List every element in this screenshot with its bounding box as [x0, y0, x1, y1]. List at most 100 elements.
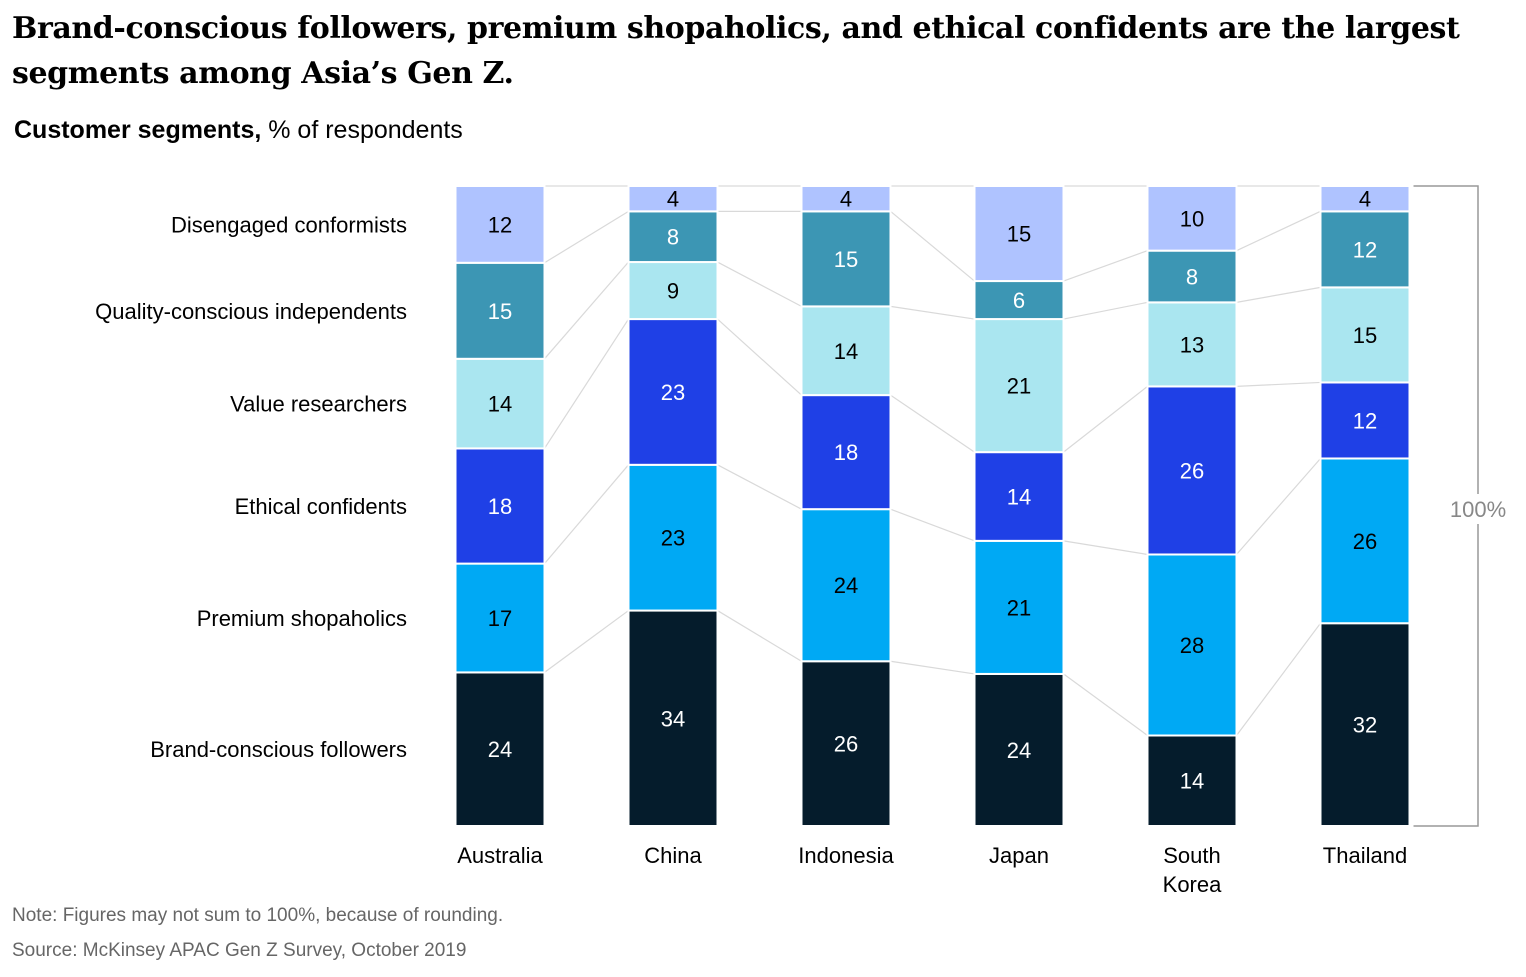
bar-china-quality: [627, 210, 719, 264]
bar-japan-premium: [973, 539, 1065, 675]
bar-china-ethical: [627, 318, 719, 466]
connector-line: [1063, 301, 1148, 320]
connector-line: [1236, 622, 1321, 736]
connector-line: [890, 305, 975, 320]
bar-indonesia-disengaged: [800, 185, 892, 213]
data-label: 4: [840, 187, 852, 212]
data-label: 12: [1353, 237, 1377, 262]
data-label: 6: [1013, 288, 1025, 313]
chart-note: Note: Figures may not sum to 100%, becau…: [12, 905, 504, 926]
bar-thailand-ethical: [1319, 381, 1411, 460]
data-label: 14: [1007, 484, 1031, 509]
connector-line: [544, 261, 629, 360]
data-label: 24: [1007, 738, 1031, 763]
category-label-australia: Australia: [457, 843, 543, 868]
bar-australia-premium: [454, 562, 546, 674]
data-label: 8: [667, 225, 679, 250]
data-label: 4: [1359, 187, 1371, 212]
subtitle-rest: % of respondents: [261, 116, 463, 144]
connector-line: [1236, 458, 1321, 555]
connector-line: [890, 508, 975, 542]
connector-line: [1063, 540, 1148, 556]
subtitle-bold: Customer segments,: [14, 116, 262, 144]
bar-thailand-brand_conscious: [1319, 622, 1411, 827]
bar-japan-quality: [973, 280, 1065, 321]
connector-lines: [543, 185, 1321, 736]
bar-japan-disengaged: [973, 185, 1065, 283]
series-label-ethical: Ethical confidents: [235, 494, 407, 519]
category-label-china: China: [644, 843, 702, 868]
bar-indonesia-brand_conscious: [800, 660, 892, 827]
data-label: 26: [834, 732, 858, 757]
bar-australia-disengaged: [454, 185, 546, 264]
data-label: 18: [488, 494, 512, 519]
connector-line: [890, 210, 975, 282]
data-label: 18: [834, 440, 858, 465]
connector-line: [890, 660, 975, 675]
category-label-japan: Japan: [989, 843, 1049, 868]
bar-indonesia-quality: [800, 210, 892, 308]
bars: 24 17 18 14 15 12 34 23 23 9 8 4 26 24 18 14 15 4 24 21 14 21…: [454, 185, 1411, 828]
bar-south-korea-quality: [1146, 249, 1238, 304]
data-label: 15: [1007, 222, 1031, 247]
series-labels: Brand-conscious followers Premium shopaho…: [95, 212, 407, 762]
data-label: 15: [834, 247, 858, 272]
connector-line: [1236, 286, 1321, 303]
category-label-thailand: Thailand: [1323, 843, 1407, 868]
data-label: 14: [1180, 769, 1204, 794]
chart-subtitle: Customer segments, % of respondents: [14, 116, 463, 145]
bar-south-korea-premium: [1146, 553, 1238, 737]
bar-china-disengaged: [627, 185, 719, 213]
series-label-value: Value researchers: [230, 392, 407, 417]
data-label: 12: [1353, 408, 1377, 433]
bar-thailand-quality: [1319, 210, 1411, 289]
data-label: 21: [1007, 374, 1031, 399]
series-label-premium: Premium shopaholics: [197, 606, 407, 631]
data-label: 14: [488, 392, 512, 417]
connector-line: [543, 318, 630, 449]
bar-china-brand_conscious: [627, 609, 719, 827]
bar-south-korea-value: [1146, 301, 1238, 388]
bar-japan-value: [973, 318, 1065, 454]
connector-line: [544, 464, 629, 564]
bar-indonesia-ethical: [800, 394, 892, 511]
connector-line: [1236, 381, 1321, 388]
data-label: 26: [1353, 529, 1377, 554]
bar-china-premium: [627, 463, 719, 612]
data-label: 10: [1180, 206, 1204, 231]
connector-line: [544, 210, 629, 264]
connector-line: [890, 394, 975, 453]
data-label: 12: [488, 212, 512, 237]
connector-line: [1063, 250, 1148, 282]
series-label-disengaged: Disengaged conformists: [171, 212, 407, 237]
chart-source: Source: McKinsey APAC Gen Z Survey, Octo…: [12, 940, 467, 961]
connector-line: [1063, 385, 1148, 453]
data-label: 23: [661, 526, 685, 551]
data-label: 34: [661, 706, 685, 731]
bar-china-value: [627, 261, 719, 321]
data-label: 28: [1180, 633, 1204, 658]
total-label-bg: [1446, 494, 1510, 524]
connector-line: [717, 261, 802, 307]
bar-south-korea-disengaged: [1146, 185, 1238, 252]
total-label: 100%: [1450, 497, 1506, 522]
data-label: 14: [834, 339, 858, 364]
data-label: 15: [1353, 323, 1377, 348]
bar-south-korea-brand_conscious: [1146, 734, 1238, 827]
chart-title: Brand-conscious followers, premium shopa…: [12, 11, 1460, 91]
bar-australia-value: [454, 357, 546, 450]
data-label: 21: [1007, 595, 1031, 620]
data-label: 13: [1180, 332, 1204, 357]
series-label-brand_conscious: Brand-conscious followers: [150, 737, 407, 762]
bar-japan-brand_conscious: [973, 672, 1065, 827]
data-label: 4: [667, 187, 679, 212]
data-label: 17: [488, 606, 512, 631]
category-label-south-korea: South Korea: [1163, 843, 1222, 897]
connector-line: [544, 610, 629, 673]
category-label-indonesia: Indonesia: [798, 843, 894, 868]
series-label-quality: Quality-conscious independents: [95, 299, 407, 324]
connector-line: [717, 464, 802, 510]
connector-line: [717, 318, 802, 396]
data-label: 24: [488, 737, 512, 762]
bar-australia-ethical: [454, 447, 546, 565]
